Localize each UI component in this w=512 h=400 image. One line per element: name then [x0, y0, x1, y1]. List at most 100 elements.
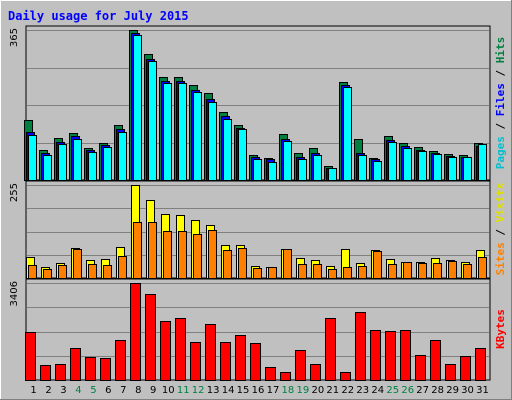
bar-kbytes-day-24	[370, 330, 381, 381]
bar-sites-day-11	[178, 231, 187, 279]
bar-sites-day-20	[313, 264, 322, 279]
bar-pages-day-9	[148, 61, 157, 181]
panel-visits-sites: 255	[9, 180, 491, 279]
day-label-1: 1	[30, 385, 36, 396]
day-label-18: 18	[282, 385, 295, 396]
bar-sites-day-29	[448, 261, 457, 279]
bar-pages-day-29	[448, 157, 457, 181]
bar-sites-day-6	[103, 265, 112, 279]
bar-sites-day-17	[268, 267, 277, 279]
bar-kbytes-day-11	[175, 318, 186, 381]
legend-part: /	[494, 63, 507, 83]
bar-pages-day-12	[193, 92, 202, 181]
bar-pages-day-13	[208, 102, 217, 181]
bar-sites-day-2	[43, 269, 52, 279]
bar-sites-day-15	[238, 248, 247, 279]
legend-label-0: Pages / Files / Hits	[494, 37, 507, 170]
bar-kbytes-day-23	[355, 312, 366, 381]
bar-sites-day-24	[373, 251, 382, 279]
bar-kbytes-day-27	[415, 355, 426, 381]
bar-pages-day-10	[163, 83, 172, 181]
bar-sites-day-5	[88, 264, 97, 279]
bar-sites-day-4	[73, 249, 82, 279]
bar-pages-day-4	[73, 139, 82, 181]
bar-pages-day-20	[313, 155, 322, 181]
bar-sites-day-28	[433, 263, 442, 279]
bar-kbytes-day-15	[235, 335, 246, 381]
day-label-17: 17	[267, 385, 280, 396]
day-label-31: 31	[476, 385, 489, 396]
day-label-10: 10	[162, 385, 175, 396]
bar-pages-day-25	[388, 142, 397, 181]
bar-kbytes-day-2	[40, 365, 51, 381]
bar-pages-day-5	[88, 152, 97, 181]
legend-part: KBytes	[494, 309, 507, 349]
chart-panels: 365 255 3406	[9, 25, 491, 381]
bar-kbytes-day-14	[220, 342, 231, 381]
day-label-5: 5	[90, 385, 96, 396]
bar-kbytes-day-22	[340, 372, 351, 381]
bar-sites-day-31	[478, 257, 487, 279]
ymax-label: 255	[9, 183, 20, 202]
bar-sites-day-23	[358, 266, 367, 279]
bar-kbytes-day-7	[115, 340, 126, 381]
bar-sites-day-18	[283, 249, 292, 279]
day-label-7: 7	[120, 385, 126, 396]
bar-kbytes-day-12	[190, 342, 201, 381]
legend-part: Pages	[494, 136, 507, 169]
bar-kbytes-day-31	[475, 348, 486, 381]
bar-pages-day-23	[358, 155, 367, 181]
bar-kbytes-day-1	[25, 332, 36, 381]
bar-pages-day-8	[133, 35, 142, 181]
day-label-29: 29	[446, 385, 459, 396]
bar-kbytes-day-19	[295, 350, 306, 381]
bar-kbytes-day-9	[145, 294, 156, 381]
bar-sites-day-3	[58, 265, 67, 279]
day-label-30: 30	[461, 385, 474, 396]
bar-kbytes-day-10	[160, 321, 171, 381]
bar-kbytes-day-21	[325, 318, 336, 381]
day-label-27: 27	[416, 385, 429, 396]
bar-kbytes-day-20	[310, 364, 321, 381]
bar-pages-day-11	[178, 83, 187, 181]
bar-kbytes-day-17	[265, 367, 276, 381]
legend-part: /	[494, 222, 507, 242]
bar-pages-day-28	[433, 154, 442, 181]
bar-kbytes-day-26	[400, 330, 411, 381]
bar-pages-day-19	[298, 159, 307, 181]
legend-part: Visits	[494, 183, 507, 223]
bar-kbytes-day-30	[460, 356, 471, 381]
ymax-label: 3406	[9, 281, 20, 306]
bar-pages-day-17	[268, 162, 277, 181]
day-label-3: 3	[60, 385, 66, 396]
bar-pages-day-26	[403, 148, 412, 181]
panel-kbytes: 3406	[9, 278, 491, 381]
series-legend-labels: Pages / Files / Hits Sites / Visits KBytes	[494, 37, 507, 349]
bar-pages-day-2	[43, 155, 52, 181]
day-label-6: 6	[105, 385, 111, 396]
bar-sites-day-30	[463, 264, 472, 279]
day-label-11: 11	[177, 385, 190, 396]
day-label-26: 26	[401, 385, 414, 396]
bar-pages-day-21	[328, 168, 337, 181]
bar-sites-day-22	[343, 267, 352, 279]
bar-kbytes-day-4	[70, 348, 81, 381]
bar-sites-day-13	[208, 230, 217, 279]
bar-kbytes-day-5	[85, 357, 96, 381]
ymax-label: 365	[9, 28, 20, 47]
bar-pages-day-27	[418, 151, 427, 181]
day-label-25: 25	[386, 385, 399, 396]
bar-kbytes-day-18	[280, 372, 291, 381]
legend-label-2: KBytes	[494, 309, 507, 349]
bar-pages-day-24	[373, 161, 382, 181]
day-label-19: 19	[297, 385, 310, 396]
bar-pages-day-31	[478, 144, 487, 181]
day-label-8: 8	[135, 385, 141, 396]
legend-label-1: Sites / Visits	[494, 183, 507, 276]
legend-part: /	[494, 116, 507, 136]
bar-kbytes-day-29	[445, 364, 456, 381]
day-label-28: 28	[431, 385, 444, 396]
day-axis-labels: 1 2 3 4 5 6 7 8 9 10 11 12 13 14 15 16 17 18 19 20 21 22 23 24 2…	[30, 385, 489, 396]
day-label-15: 15	[237, 385, 250, 396]
bar-pages-day-18	[283, 141, 292, 181]
